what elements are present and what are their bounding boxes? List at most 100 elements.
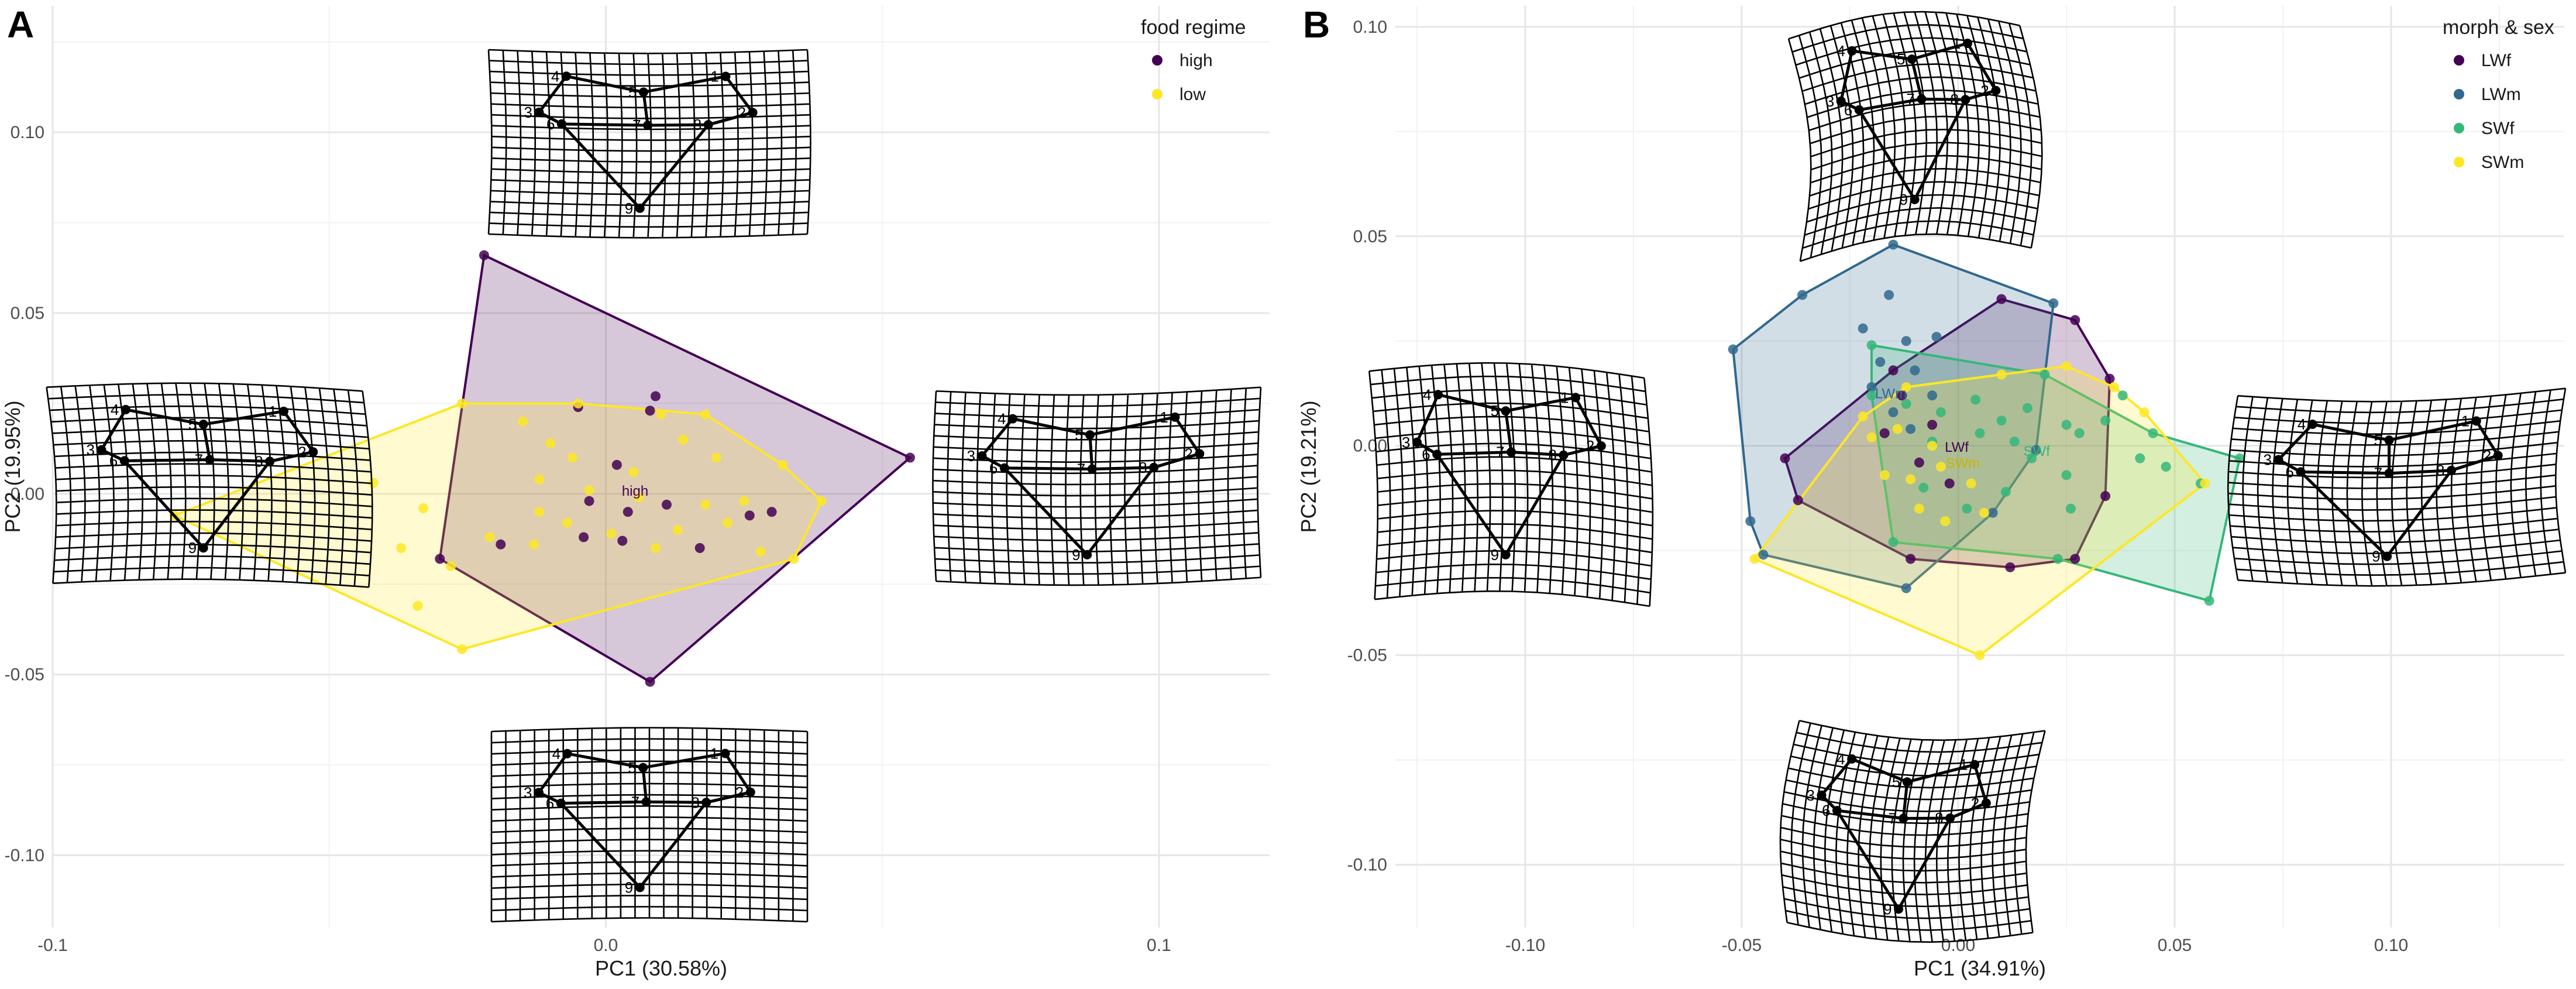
landmark-point [638,763,648,772]
y-tick-label: -0.10 [5,846,44,865]
landmark-point [1817,790,1827,800]
point-SWf [1888,537,1899,547]
point-LWm [1875,357,1886,368]
panel-letter: B [1303,4,1330,46]
point-SWm [1935,462,1946,472]
landmark-point [2274,455,2283,465]
point-LWf [1996,294,2007,304]
point-high [611,459,622,470]
point-SWm [1901,382,1911,392]
point-SWf [1901,399,1911,409]
point-high [651,391,661,401]
point-low [457,644,467,654]
landmark-point [1970,760,1980,770]
landmark-label: 9 [1491,546,1499,564]
landmark-label: 2 [1184,445,1192,462]
point-SWf [2000,486,2011,497]
landmark-point [119,456,129,466]
landmark-point [1007,414,1017,424]
landmark-label: 9 [2372,548,2380,565]
landmark-point [1917,94,1927,104]
group-label: LWf [1945,439,1969,455]
landmark-point [1082,550,1092,559]
group-label: SWf [2024,444,2051,459]
point-LWm [1858,323,1868,334]
landmark-point [1501,550,1511,559]
point-SWm [1979,507,1989,518]
panel-a: -0.1 0.0 0.1 -0.10 -0.05 0.00 0.05 0.10 PC1 (30.… [0,0,1287,989]
point-LWm [1888,239,1899,250]
deformation-grid-right: 1 2 3 4 5 6 7 8 9 [932,386,1262,586]
landmark-point [1907,54,1917,64]
legend-key [2454,55,2464,66]
point-SWf [2027,453,2037,463]
landmark-point [701,798,711,808]
deformation-grid-top: 1 2 3 4 5 6 7 8 9 [1787,11,2043,262]
landmark-point [977,451,987,461]
landmark-point [1962,38,1972,48]
point-SWf [1918,482,1929,493]
landmark-label: 6 [1422,445,1430,463]
landmark-label: 5 [1897,50,1905,68]
landmark-label: 7 [1496,443,1504,461]
point-SWm [1975,650,1985,661]
point-LWm [1866,382,1877,392]
point-LWf [1897,390,1907,401]
landmark-point [557,119,567,129]
point-LWf [1944,478,1955,489]
point-SWm [1749,554,1760,564]
point-high [617,535,628,546]
landmark-point [1195,449,1205,459]
point-SWm [2061,361,2072,372]
point-low [656,409,666,420]
point-SWf [2040,369,2050,380]
point-SWf [1866,390,1877,401]
point-LWf [1914,457,1924,468]
legend: food regime high low [1141,16,1246,104]
landmark-label: 9 [625,879,633,897]
landmark-label: 7 [632,116,641,134]
point-SWm [1940,516,1951,527]
landmark-label: 9 [1072,546,1080,564]
landmark-label: 9 [625,200,633,217]
x-tick-label: -0.05 [1722,936,1762,955]
landmark-label: 3 [524,784,532,801]
point-low [634,492,644,503]
point-low [700,409,711,420]
landmark-label: 1 [269,403,277,420]
landmark-point [2382,551,2392,561]
point-SWf [1935,407,1946,417]
y-axis-title: PC2 (19.95%) [1,400,25,533]
legend-key [1152,55,1163,66]
point-low [529,539,539,550]
point-LWm [1888,407,1899,417]
landmark-point [1847,754,1857,764]
landmark-point [1507,447,1516,457]
point-low [518,416,528,427]
landmark-label: 6 [989,459,998,477]
landmark-label: 7 [195,451,203,469]
point-LWf [1879,428,1890,438]
landmark-point [534,788,544,798]
landmark-label: 7 [1077,461,1085,478]
landmark-point [1571,393,1581,403]
landmark-label: 8 [1935,809,1943,827]
landmark-point [635,882,645,892]
point-SWm [1914,503,1924,514]
group-label: LWm [1875,386,1907,401]
legend-label: SWm [2481,153,2524,172]
landmark-point [278,406,288,416]
landmark-point [1432,449,1442,459]
point-SWf [1996,415,2007,426]
y-tick-label: 0.10 [11,123,44,142]
point-SWf [2204,596,2214,606]
point-LWf [2100,491,2111,502]
landmark-label: 9 [188,539,197,557]
landmark-point [198,543,208,553]
landmark-label: 1 [1560,389,1569,406]
landmark-point [641,797,651,807]
landmark-label: 8 [1950,91,1958,108]
landmark-label: 5 [1075,426,1083,444]
point-LWm [1987,507,1998,518]
landmark-point [2471,416,2481,426]
